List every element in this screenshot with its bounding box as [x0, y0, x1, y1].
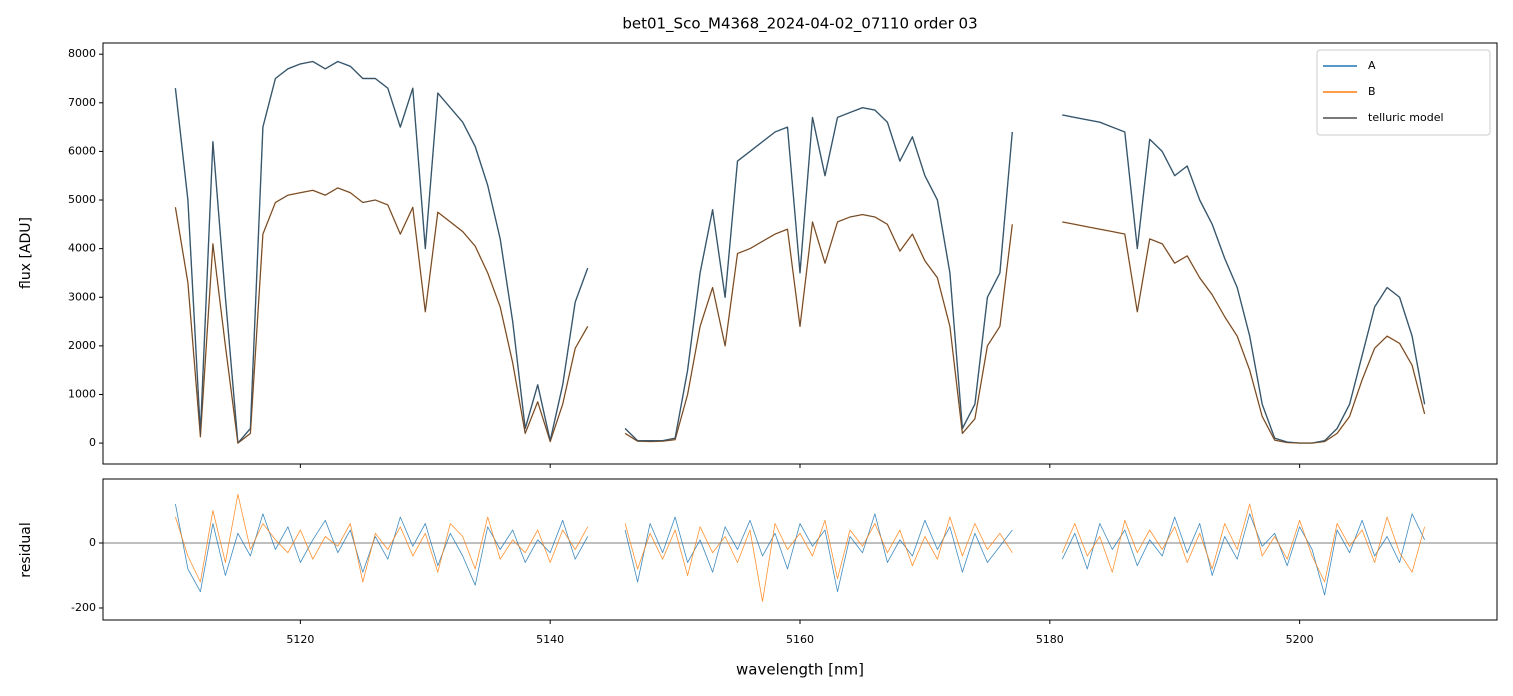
x-tick-label: 5160	[786, 633, 814, 646]
y-tick-label: 5000	[68, 193, 96, 206]
plot-area	[174, 60, 1426, 444]
y-tick-label: 8000	[68, 47, 96, 60]
axes-frame	[102, 478, 1498, 621]
y-tick-label: 0	[89, 536, 96, 549]
series-line	[174, 61, 1426, 444]
x-tick-label: 5120	[286, 633, 314, 646]
legend-label: A	[1368, 59, 1376, 72]
y-tick-label: -200	[71, 601, 96, 614]
legend-label: B	[1368, 85, 1376, 98]
x-tick-label: 5200	[1286, 633, 1314, 646]
y-axis-label: residual	[18, 522, 34, 577]
y-tick-label: 1000	[68, 387, 96, 400]
x-tick-label: 5180	[1036, 633, 1064, 646]
y-tick-label: 6000	[68, 144, 96, 157]
series-line	[175, 493, 1425, 602]
legend-label: telluric model	[1368, 111, 1444, 124]
y-tick-label: 7000	[68, 96, 96, 109]
x-axis-label: wavelength [nm]	[736, 661, 864, 679]
chart-title: bet01_Sco_M4368_2024-04-02_07110 order 0…	[622, 15, 977, 34]
plot-area	[175, 493, 1425, 602]
y-axis-label: flux [ADU]	[18, 217, 34, 289]
y-tick-label: 0	[89, 436, 96, 449]
series-line	[174, 60, 1426, 444]
y-tick-label: 3000	[68, 290, 96, 303]
axes-frame	[102, 42, 1498, 465]
y-tick-label: 2000	[68, 339, 96, 352]
series-line	[174, 187, 1426, 444]
legend-box	[1316, 49, 1491, 136]
x-tick-label: 5140	[536, 633, 564, 646]
y-tick-label: 4000	[68, 242, 96, 255]
